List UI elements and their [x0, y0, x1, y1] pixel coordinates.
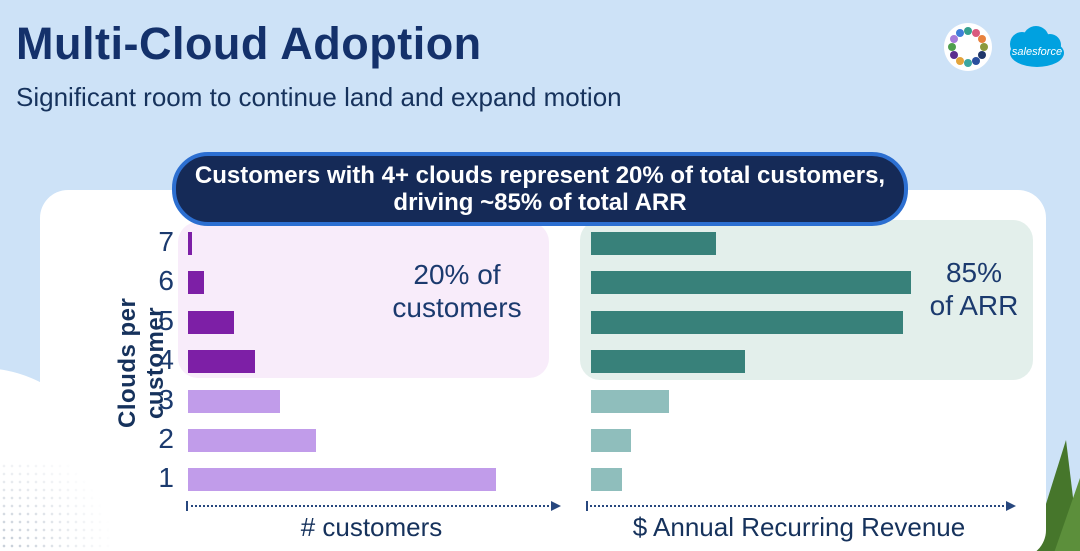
bar-clouds-3: [591, 390, 670, 413]
bar-clouds-6: [188, 271, 205, 294]
salesforce-logo-text: salesforce: [1012, 46, 1062, 58]
logo-dot: [977, 35, 986, 43]
page-title: Multi-Cloud Adoption: [16, 18, 482, 69]
x-axis-label: # customers: [300, 512, 443, 542]
y-tick-label: 2: [158, 423, 174, 454]
y-tick-label: 6: [158, 265, 174, 296]
logo-dot: [972, 56, 980, 65]
speckle-decoration: [0, 462, 130, 551]
salesforce-logo: salesforce: [1004, 24, 1070, 75]
logo-dot: [980, 43, 988, 51]
key-insight-banner: Customers with 4+ clouds represent 20% o…: [172, 152, 908, 226]
bar-clouds-6: [591, 271, 911, 294]
bar-clouds-2: [188, 429, 317, 452]
logo-dot: [964, 27, 972, 35]
dotted-circle-logo: [944, 23, 992, 71]
y-tick-label: 3: [158, 384, 174, 415]
bar-clouds-2: [591, 429, 631, 452]
bar-clouds-5: [188, 311, 234, 334]
logo-dot: [956, 56, 964, 65]
logo-dot: [950, 35, 959, 43]
page-subtitle: Significant room to continue land and ex…: [16, 82, 622, 112]
logo-dot: [977, 51, 986, 59]
logo-dot: [948, 43, 956, 51]
x-axis-arrow: [186, 501, 561, 511]
y-tick-label: 5: [158, 305, 174, 336]
logo-dot: [964, 59, 972, 67]
logo-dot: [956, 29, 964, 38]
x-axis-arrow: [586, 501, 1016, 511]
logo-dot: [972, 29, 980, 38]
bar-clouds-5: [591, 311, 903, 334]
bar-clouds-7: [591, 232, 717, 255]
bar-clouds-1: [188, 468, 496, 491]
bar-clouds-1: [591, 468, 623, 491]
bar-clouds-7: [188, 232, 192, 255]
y-tick-label: 1: [158, 462, 174, 493]
logo-dot: [950, 51, 959, 59]
y-tick-label: 7: [158, 226, 174, 257]
bar-clouds-4: [591, 350, 745, 373]
bar-clouds-3: [188, 390, 281, 413]
highlight-annotation: 85% of ARR: [929, 257, 1019, 321]
highlight-annotation: 20% of customers: [392, 259, 522, 323]
x-axis-label: $ Annual Recurring Revenue: [632, 512, 966, 542]
y-tick-label: 4: [158, 344, 174, 375]
bar-clouds-4: [188, 350, 256, 373]
